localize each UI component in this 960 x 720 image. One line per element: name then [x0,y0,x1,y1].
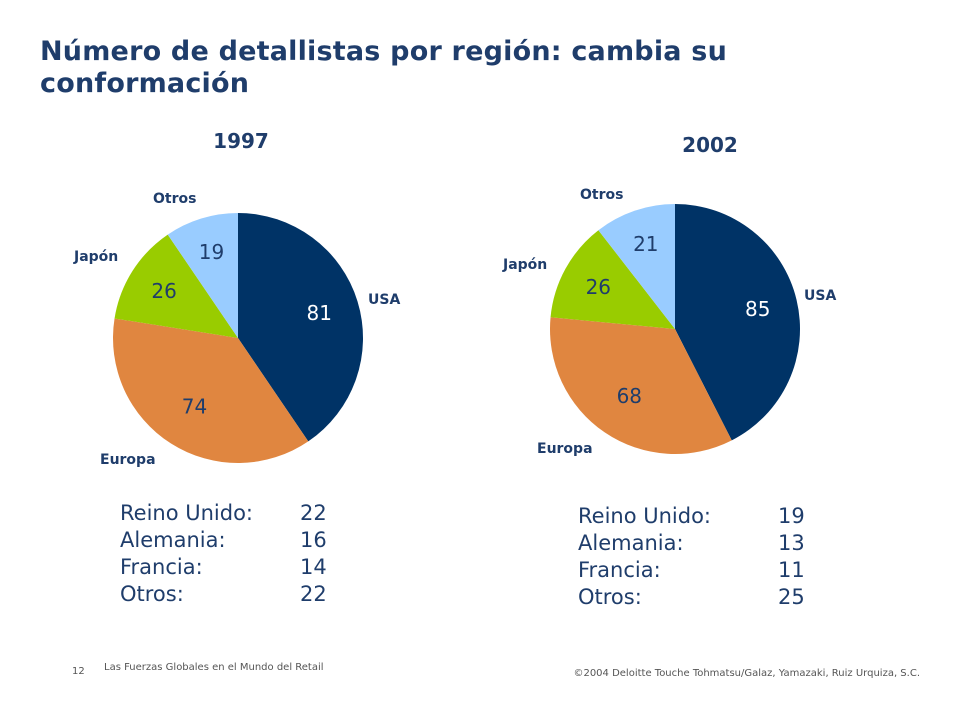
chart-title: 1997 [213,129,269,153]
breakdown-label: Alemania: [578,531,684,555]
region-label-europa: Europa [537,441,593,457]
breakdown-row: Otros: 25 [578,584,805,611]
breakdown-value: 13 [778,531,805,555]
presentation-title: Las Fuerzas Globales en el Mundo del Ret… [104,662,324,673]
pie-slice-japon [550,230,675,329]
breakdown-label: Francia: [578,558,661,582]
pie-chart-1997: 1997 81 74 26 19 USA Europa Japón Otros [73,129,400,468]
pie-slice-japon [114,234,238,338]
region-label-otros: Otros [153,191,196,207]
breakdown-row: Otros: 22 [120,581,327,608]
region-label-japon: Japón [502,257,547,273]
pie-value-usa: 85 [745,297,770,321]
breakdown-label: Otros: [578,585,642,609]
pie-chart-2002: 2002 85 68 26 21 USA Europa Japón Otros [502,133,836,457]
region-label-usa: USA [368,292,400,308]
pie-slice-otros [167,213,238,338]
pie-slice-otros [598,204,675,329]
chart-title: 2002 [682,133,738,157]
breakdown-row: Alemania: 16 [120,527,327,554]
copyright: ©2004 Deloitte Touche Tohmatsu/Galaz, Ya… [573,668,920,679]
breakdown-label: Otros: [120,582,184,606]
pie-value-usa: 81 [306,301,331,325]
breakdown-label: Francia: [120,555,203,579]
pie-slice-usa [675,204,801,441]
breakdown-row: Reino Unido: 19 [578,503,805,530]
breakdown-label: Reino Unido: [120,501,254,525]
page-title: Número de detallistas por región: cambia… [40,36,727,99]
europe-breakdown-2002: Reino Unido: 19 Alemania: 13 Francia: 11… [578,503,805,611]
pie-value-otros: 21 [633,232,658,256]
pie-value-europa: 74 [182,395,207,419]
pie-value-europa: 68 [617,384,642,408]
pie-slice-europa [113,318,309,464]
breakdown-label: Reino Unido: [578,504,712,528]
breakdown-value: 22 [300,582,327,606]
breakdown-value: 11 [778,558,805,582]
pie-value-japon: 26 [151,279,176,303]
region-label-usa: USA [804,288,836,304]
breakdown-row: Alemania: 13 [578,530,805,557]
pie-value-japon: 26 [586,275,611,299]
breakdown-value: 19 [778,504,805,528]
pie-slice-usa [238,213,364,442]
breakdown-row: Francia: 14 [120,554,327,581]
europe-breakdown-1997: Reino Unido: 22 Alemania: 16 Francia: 14… [120,500,327,608]
breakdown-value: 14 [300,555,327,579]
pie-slice-europa [549,317,732,455]
breakdown-row: Francia: 11 [578,557,805,584]
region-label-europa: Europa [100,452,156,468]
region-label-japon: Japón [73,249,118,265]
breakdown-value: 16 [300,528,327,552]
pie-value-otros: 19 [199,240,224,264]
breakdown-value: 22 [300,501,327,525]
page-number: 12 [72,666,85,677]
breakdown-value: 25 [778,585,805,609]
region-label-otros: Otros [580,187,623,203]
breakdown-row: Reino Unido: 22 [120,500,327,527]
breakdown-label: Alemania: [120,528,226,552]
